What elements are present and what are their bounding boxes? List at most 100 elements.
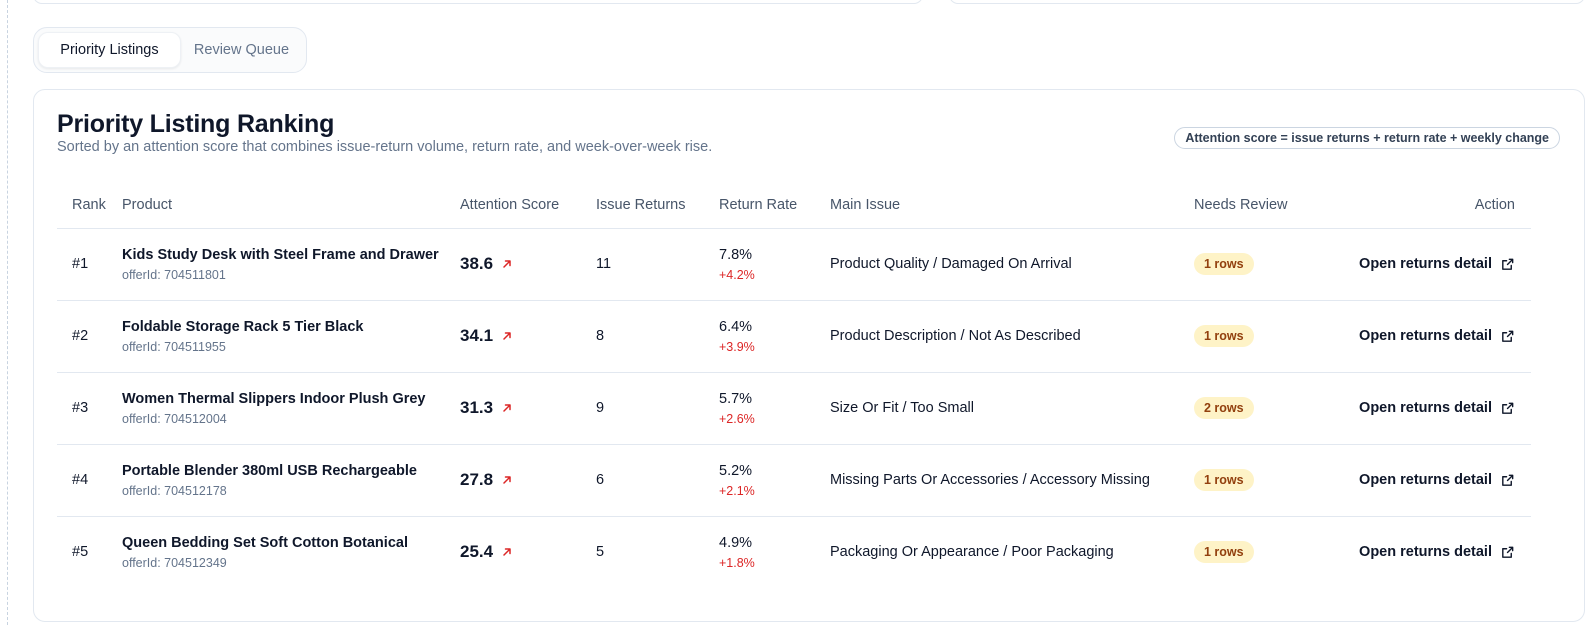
needs-review-badge: 2 rows bbox=[1194, 397, 1254, 419]
arrow-up-right-icon bbox=[503, 404, 511, 412]
col-product: Product bbox=[122, 183, 460, 229]
return-rate: 6.4% bbox=[719, 318, 753, 335]
open-returns-detail-link[interactable]: Open returns detail bbox=[1359, 256, 1515, 272]
main-issue-cell: Product Quality / Damaged On Arrival bbox=[830, 228, 1194, 301]
return-rate: 5.7% bbox=[719, 390, 753, 407]
offer-id: offerId: 704512178 bbox=[122, 483, 227, 498]
action-label: Open returns detail bbox=[1359, 256, 1492, 272]
priority-ranking-panel: Priority Listing Ranking Sorted by an at… bbox=[33, 89, 1585, 622]
tab-review-queue[interactable]: Review Queue bbox=[193, 42, 290, 58]
page-rail bbox=[7, 0, 8, 625]
rank-cell: #1 bbox=[57, 228, 122, 301]
return-rate: 4.9% bbox=[719, 534, 753, 551]
rank-cell: #2 bbox=[57, 300, 122, 373]
return-rate-cell: 7.8% +4.2% bbox=[719, 228, 830, 301]
needs-review-badge: 1 rows bbox=[1194, 253, 1254, 275]
action-label: Open returns detail bbox=[1359, 544, 1492, 561]
offer-id: offerId: 704512004 bbox=[122, 411, 227, 426]
open-returns-detail-link[interactable]: Open returns detail bbox=[1359, 472, 1515, 488]
action-cell: Open returns detail bbox=[1344, 228, 1531, 301]
arrow-up-right-icon bbox=[503, 548, 511, 556]
rank-cell: #3 bbox=[57, 372, 122, 445]
return-rate: 7.8% bbox=[719, 246, 753, 263]
product-name: Portable Blender 380ml USB Rechargeable bbox=[122, 462, 417, 479]
issue-returns-cell: 5 bbox=[596, 544, 605, 561]
col-rank: Rank bbox=[57, 183, 122, 229]
attention-score: 38.6 bbox=[460, 254, 494, 273]
issue-returns-cell: 6 bbox=[596, 444, 719, 517]
score-formula-badge: Attention score = issue returns + return… bbox=[1174, 127, 1560, 149]
external-link-icon bbox=[1502, 330, 1514, 342]
attention-score: 25.4 bbox=[460, 542, 494, 562]
product-name: Women Thermal Slippers Indoor Plush Grey bbox=[122, 390, 426, 407]
action-label: Open returns detail bbox=[1359, 328, 1492, 344]
score-cell: 38.6 bbox=[460, 228, 596, 301]
top-card-right bbox=[949, 0, 1585, 4]
table-row: #1 Kids Study Desk with Steel Frame and … bbox=[57, 228, 1531, 301]
needs-review-badge: 1 rows bbox=[1194, 325, 1254, 347]
return-rate-cell: 4.9% +1.8% bbox=[719, 516, 830, 588]
needs-review-badge: 1 rows bbox=[1194, 469, 1254, 491]
view-tabs: Priority Listings Review Queue bbox=[33, 27, 307, 73]
return-rate-change: +3.9% bbox=[719, 339, 755, 354]
return-rate-cell: 6.4% +3.9% bbox=[719, 300, 830, 373]
col-action: Action bbox=[1344, 183, 1531, 229]
main-issue-cell: Packaging Or Appearance / Poor Packaging bbox=[830, 544, 1114, 561]
issue-returns-cell: 9 bbox=[596, 372, 719, 445]
return-rate-change: +2.6% bbox=[719, 411, 755, 426]
return-rate: 5.2% bbox=[719, 462, 753, 479]
needs-review-cell: 2 rows bbox=[1194, 372, 1344, 445]
panel-title: Priority Listing Ranking bbox=[57, 110, 335, 138]
return-rate-cell: 5.2% +2.1% bbox=[719, 444, 830, 517]
table-row: #3 Women Thermal Slippers Indoor Plush G… bbox=[57, 372, 1531, 445]
issue-returns-cell: 11 bbox=[596, 228, 719, 301]
attention-score: 27.8 bbox=[460, 470, 494, 489]
table-row: #4 Portable Blender 380ml USB Rechargeab… bbox=[57, 444, 1531, 517]
return-rate-change: +4.2% bbox=[719, 267, 755, 282]
action-label: Open returns detail bbox=[1359, 472, 1492, 488]
product-cell: Queen Bedding Set Soft Cotton Botanical … bbox=[122, 516, 460, 588]
col-return-rate: Return Rate bbox=[719, 183, 830, 229]
col-main-issue: Main Issue bbox=[830, 183, 1194, 229]
top-card-left bbox=[33, 0, 923, 4]
needs-review-cell: 1 rows bbox=[1194, 516, 1344, 588]
col-needs-review: Needs Review bbox=[1194, 183, 1344, 229]
external-link-icon bbox=[1502, 546, 1514, 558]
attention-score: 34.1 bbox=[460, 326, 494, 345]
col-issue-returns: Issue Returns bbox=[596, 183, 719, 229]
open-returns-detail-link[interactable]: Open returns detail bbox=[1359, 328, 1515, 344]
main-issue-cell: Product Description / Not As Described bbox=[830, 300, 1194, 373]
ranking-table: Rank Product Attention Score Issue Retur… bbox=[57, 183, 1531, 588]
arrow-up-right-icon bbox=[503, 260, 511, 268]
main-issue-cell: Size Or Fit / Too Small bbox=[830, 372, 1194, 445]
product-name: Foldable Storage Rack 5 Tier Black bbox=[122, 318, 364, 335]
offer-id: offerId: 704511955 bbox=[122, 339, 226, 354]
action-cell: Open returns detail bbox=[1344, 444, 1531, 517]
product-cell: Foldable Storage Rack 5 Tier Black offer… bbox=[122, 300, 460, 373]
issue-returns-cell: 8 bbox=[596, 300, 719, 373]
tab-priority-listings[interactable]: Priority Listings bbox=[38, 32, 181, 68]
col-attention-score: Attention Score bbox=[460, 183, 596, 229]
offer-id: offerId: 704511801 bbox=[122, 267, 226, 282]
table-header-row: Rank Product Attention Score Issue Retur… bbox=[57, 183, 1531, 229]
score-cell: 25.4 bbox=[460, 516, 596, 588]
offer-id: offerId: 704512349 bbox=[122, 555, 227, 570]
open-returns-detail-link[interactable]: Open returns detail bbox=[1359, 400, 1515, 416]
table-row: #5 Queen Bedding Set Soft Cotton Botanic… bbox=[57, 516, 1531, 588]
action-label: Open returns detail bbox=[1359, 400, 1492, 416]
arrow-up-right-icon bbox=[503, 332, 511, 340]
action-cell: Open returns detail bbox=[1344, 516, 1531, 588]
open-returns-detail-link[interactable]: Open returns detail bbox=[1359, 544, 1515, 560]
return-rate-change: +2.1% bbox=[719, 483, 755, 498]
attention-score: 31.3 bbox=[460, 398, 494, 417]
external-link-icon bbox=[1502, 258, 1514, 270]
external-link-icon bbox=[1502, 402, 1514, 414]
product-cell: Women Thermal Slippers Indoor Plush Grey… bbox=[122, 372, 460, 445]
product-cell: Kids Study Desk with Steel Frame and Dra… bbox=[122, 228, 460, 301]
external-link-icon bbox=[1502, 474, 1514, 486]
return-rate-cell: 5.7% +2.6% bbox=[719, 372, 830, 445]
rank-cell: #4 bbox=[57, 444, 122, 517]
rank-cell: #5 bbox=[72, 544, 89, 561]
needs-review-badge: 1 rows bbox=[1194, 541, 1254, 564]
panel-subtitle: Sorted by an attention score that combin… bbox=[57, 139, 713, 155]
